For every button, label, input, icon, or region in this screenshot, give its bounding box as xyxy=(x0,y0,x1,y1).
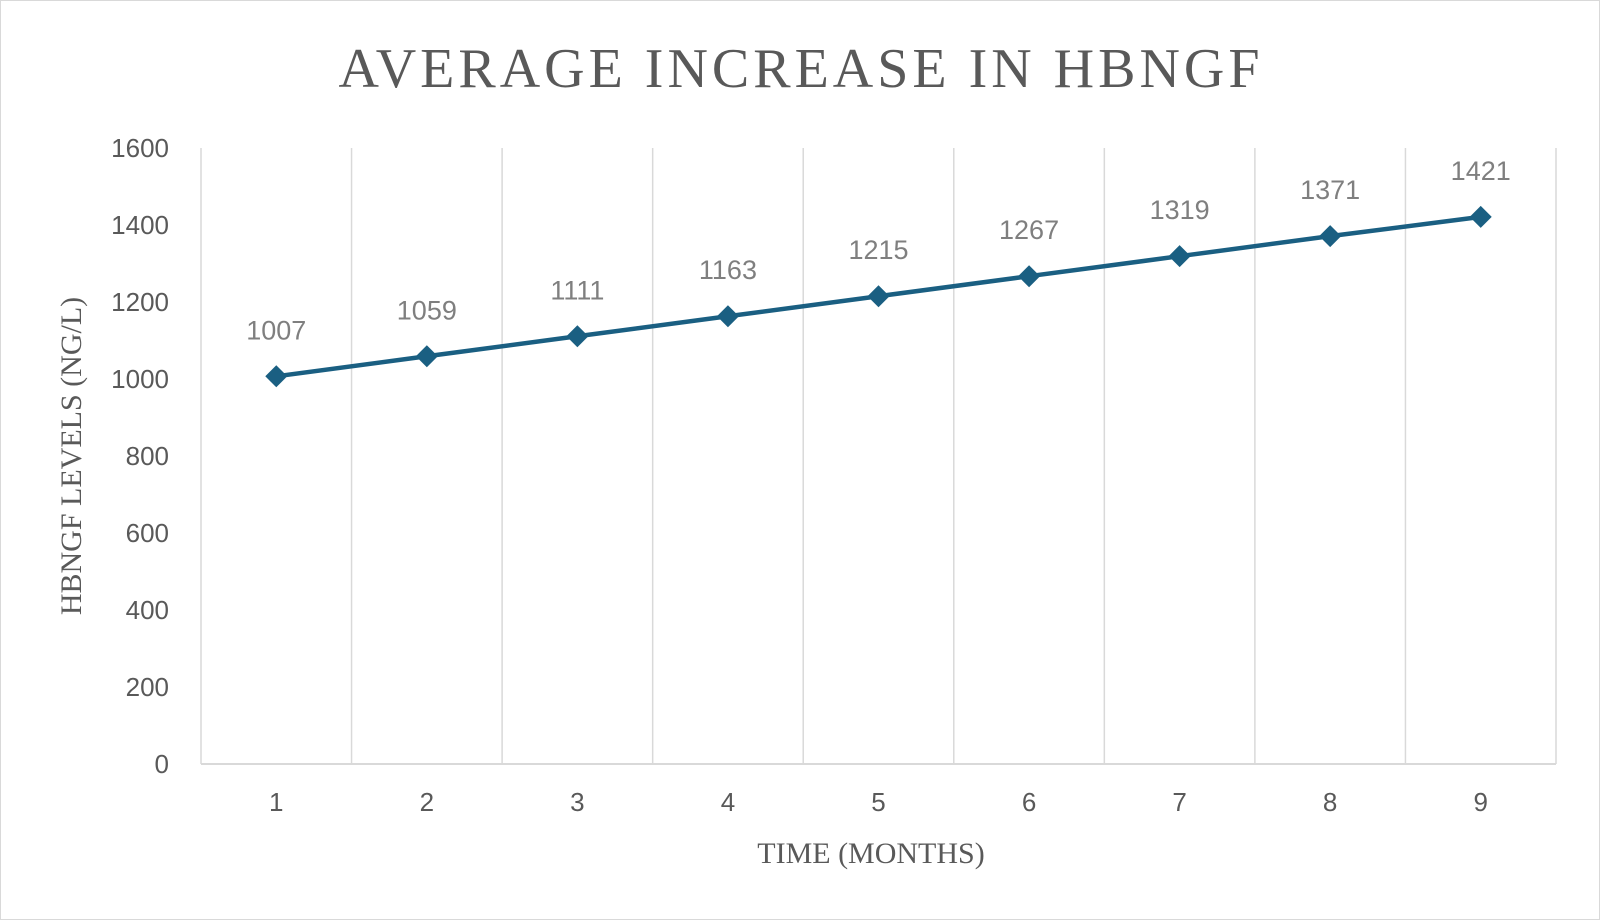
y-tick-label: 1200 xyxy=(111,287,169,317)
data-point-marker xyxy=(716,305,739,328)
data-label: 1319 xyxy=(1150,195,1210,225)
y-axis-title: HBNGF LEVELS (NG/L) xyxy=(55,297,88,615)
y-tick-label: 200 xyxy=(126,672,169,702)
data-label: 1007 xyxy=(246,315,306,345)
data-label: 1421 xyxy=(1451,156,1511,186)
data-label: 1267 xyxy=(999,215,1059,245)
data-label: 1111 xyxy=(550,275,604,305)
y-tick-label: 1400 xyxy=(111,210,169,240)
data-point-marker xyxy=(265,365,288,388)
plot-area: 0 200 400 600 800 1000 1200 1400 1600 1 2 3 4 5 6 7 8 9 10… xyxy=(111,133,1557,817)
x-tick-label: 6 xyxy=(1022,787,1036,817)
y-tick-label: 400 xyxy=(126,595,169,625)
x-tick-label: 3 xyxy=(570,787,584,817)
x-tick-label: 4 xyxy=(721,787,735,817)
data-label: 1371 xyxy=(1300,175,1360,205)
chart-title: AVERAGE INCREASE IN HBNGF xyxy=(338,38,1263,100)
data-point-marker xyxy=(1168,245,1191,268)
y-tick-label: 0 xyxy=(155,749,169,779)
data-label: 1059 xyxy=(397,295,457,325)
data-label: 1215 xyxy=(848,235,908,265)
data-label: 1163 xyxy=(699,255,757,285)
data-point-marker xyxy=(415,345,438,368)
x-tick-label: 9 xyxy=(1473,787,1487,817)
y-tick-label: 1600 xyxy=(111,133,169,163)
x-tick-label: 8 xyxy=(1323,787,1337,817)
data-point-marker xyxy=(566,325,589,348)
data-point-marker xyxy=(1319,225,1342,248)
x-tick-label: 5 xyxy=(871,787,885,817)
x-tick-label: 7 xyxy=(1172,787,1186,817)
x-tick-label: 2 xyxy=(420,787,434,817)
y-tick-label: 800 xyxy=(126,441,169,471)
x-axis-title: TIME (MONTHS) xyxy=(757,837,984,870)
y-tick-label: 1000 xyxy=(111,364,169,394)
y-tick-label: 600 xyxy=(126,518,169,548)
data-point-marker xyxy=(867,285,890,308)
data-point-marker xyxy=(1469,205,1492,228)
x-tick-label: 1 xyxy=(269,787,283,817)
data-point-marker xyxy=(1018,265,1041,288)
